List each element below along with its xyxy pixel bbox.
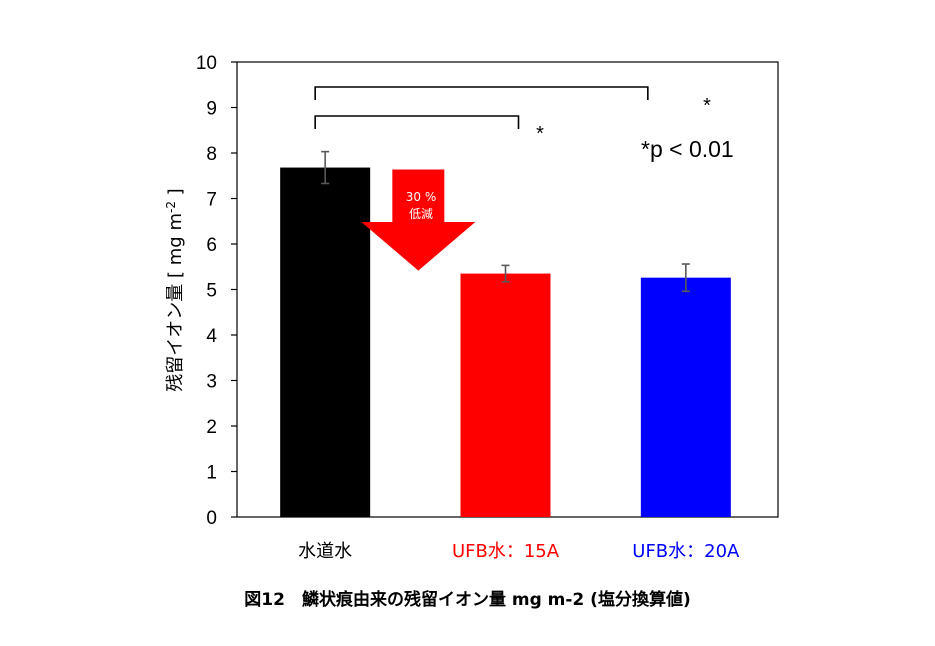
y-tick-label-6: 6: [206, 235, 217, 256]
reduction-arrow: 30 % 低減: [361, 169, 476, 271]
bar-1: [460, 273, 551, 517]
x-axis-category-labels: 水道水 UFB水：15A UFB水：20A: [298, 541, 740, 562]
bar-2: [640, 277, 731, 517]
y-axis-title-main: 残留イオン量 [ mg m: [165, 213, 186, 392]
p-value-note: *p < 0.01: [641, 136, 734, 162]
y-tick-label-10: 10: [196, 53, 217, 74]
bar-0: [280, 167, 371, 517]
y-axis-title-end: ]: [165, 188, 186, 201]
y-tick-label-7: 7: [206, 190, 217, 211]
reduction-arrow-label: 低減: [409, 206, 433, 221]
y-tick-label-2: 2: [206, 417, 217, 438]
y-axis-tick-labels: 0 1 2 3 4 5 6 7 8 9 10: [196, 53, 218, 529]
category-label-2: UFB水：20A: [632, 541, 740, 562]
y-tick-label-1: 1: [206, 463, 217, 484]
error-bars: [321, 150, 690, 293]
y-tick-label-9: 9: [206, 99, 217, 120]
bracket-outer: [314, 86, 649, 100]
bars: [280, 167, 731, 517]
y-axis-ticks: [231, 61, 237, 518]
y-axis-title: 残留イオン量 [ mg m-2 ]: [164, 188, 186, 391]
reduction-arrow-shape: [361, 169, 476, 271]
y-tick-label-8: 8: [206, 144, 217, 165]
reduction-arrow-percent: 30 %: [406, 190, 437, 204]
significance-mark-outer: *: [703, 95, 711, 117]
y-tick-label-5: 5: [206, 281, 217, 302]
y-axis-title-superscript: -2: [164, 201, 178, 213]
category-label-1: UFB水：15A: [452, 541, 560, 562]
bracket-inner: [314, 115, 520, 129]
category-label-0: 水道水: [298, 541, 352, 562]
y-tick-label-0: 0: [206, 508, 217, 529]
figure-caption: 図12 鱗状痕由来の残留イオン量 mg m-2 (塩分換算値): [244, 590, 691, 610]
y-tick-label-4: 4: [206, 326, 217, 347]
y-tick-label-3: 3: [206, 372, 217, 393]
significance-brackets: [314, 86, 649, 129]
significance-mark-inner: *: [536, 123, 544, 145]
